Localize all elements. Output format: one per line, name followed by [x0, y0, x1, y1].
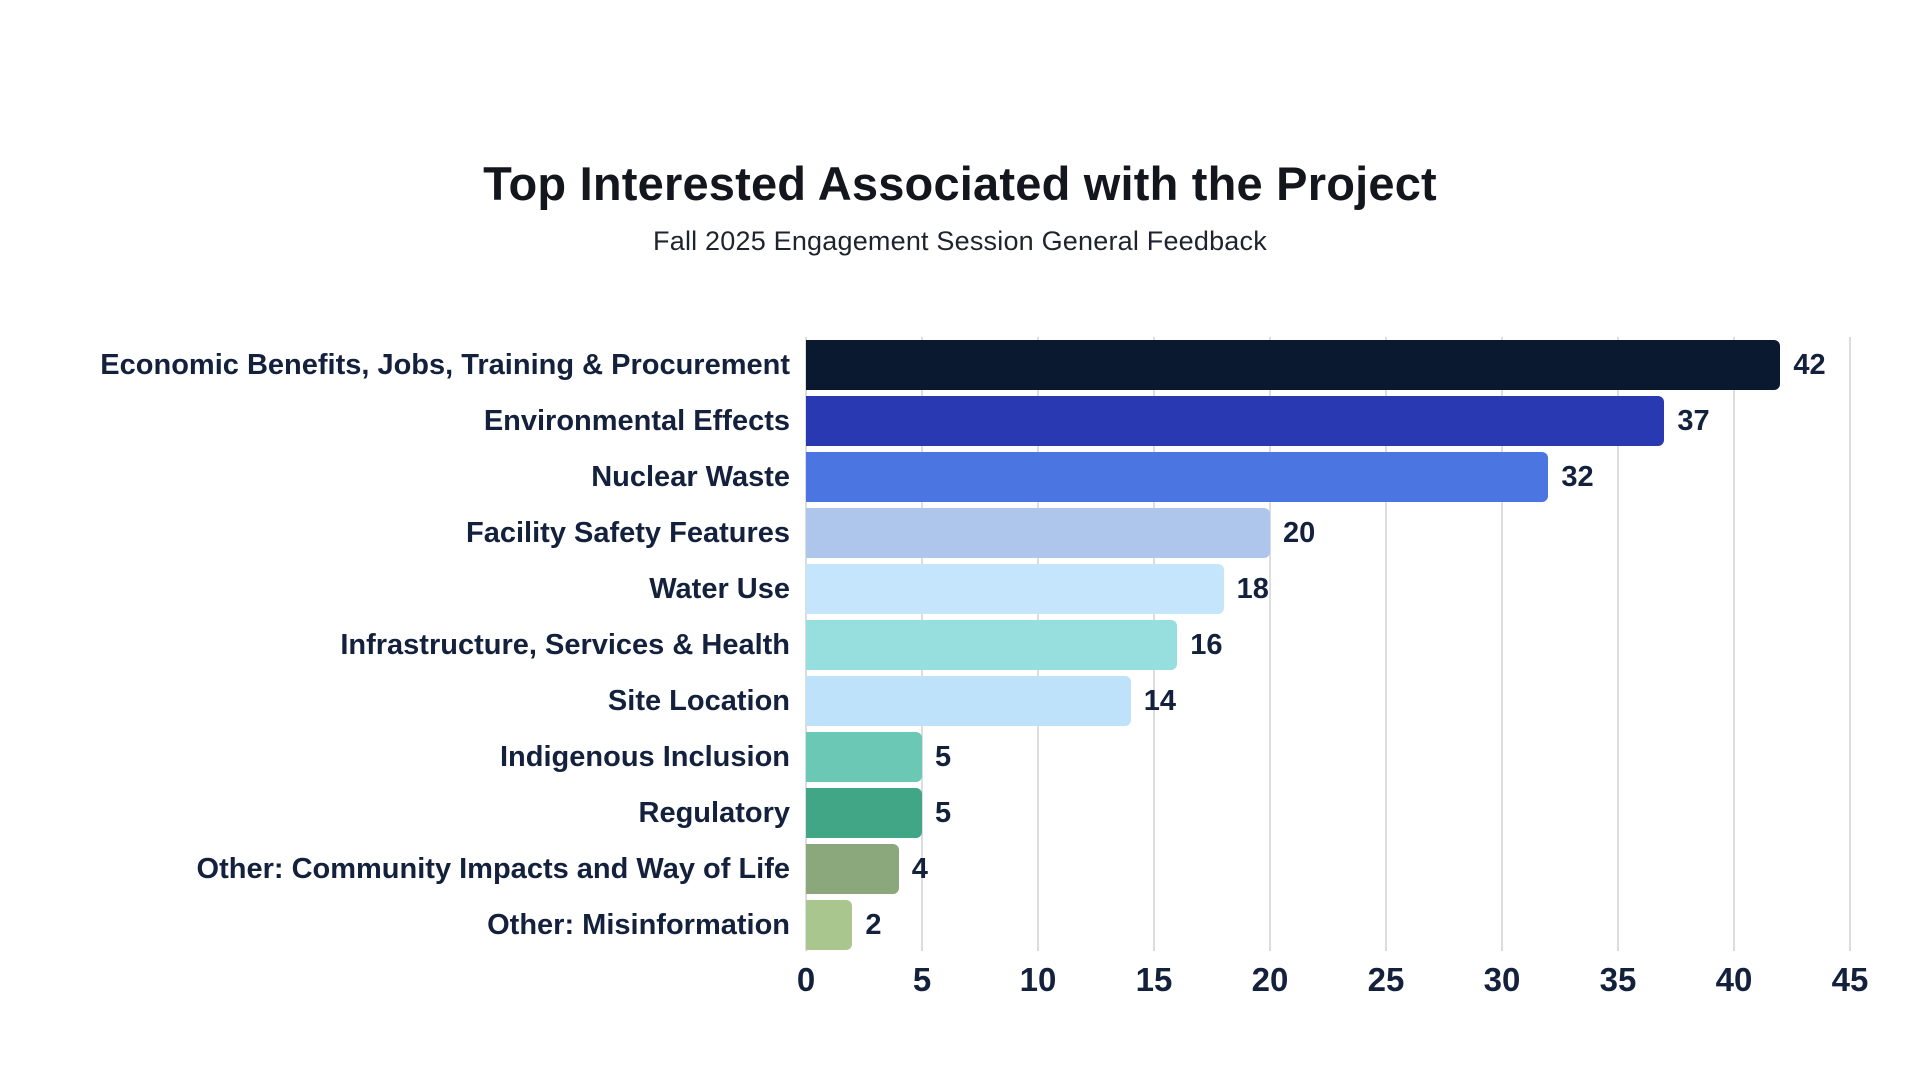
category-label: Nuclear Waste	[591, 460, 790, 493]
value-label: 37	[1677, 404, 1710, 437]
category-label: Other: Community Impacts and Way of Life	[196, 852, 790, 885]
bar-track: 2	[806, 900, 1850, 950]
x-tick-label: 5	[912, 961, 932, 998]
bar-row: Economic Benefits, Jobs, Training & Proc…	[34, 337, 1866, 393]
x-tick-label: 10	[1019, 961, 1057, 998]
bar	[806, 396, 1665, 446]
value-label: 16	[1190, 628, 1223, 661]
category-label: Infrastructure, Services & Health	[340, 628, 790, 661]
bar-row: Other: Misinformation 2	[34, 897, 1866, 953]
value-label: 4	[911, 852, 928, 885]
bar-track: 20	[806, 508, 1850, 558]
bar	[806, 676, 1131, 726]
bar-rows: Economic Benefits, Jobs, Training & Proc…	[34, 337, 1866, 953]
bar	[806, 508, 1270, 558]
value-label: 18	[1236, 572, 1269, 605]
gridline	[1733, 337, 1735, 951]
gridline	[1385, 337, 1387, 951]
category-label: Water Use	[649, 572, 790, 605]
x-tick-label: 0	[796, 961, 816, 998]
bar-row: Other: Community Impacts and Way of Life…	[34, 841, 1866, 897]
x-tick-label: 30	[1483, 961, 1521, 998]
bar-track: 5	[806, 788, 1850, 838]
bar-chart: Economic Benefits, Jobs, Training & Proc…	[34, 337, 1868, 998]
value-label: 2	[865, 908, 882, 941]
x-tick-label: 20	[1251, 961, 1289, 998]
value-label: 5	[935, 796, 952, 829]
value-label: 5	[935, 740, 952, 773]
value-label: 20	[1283, 516, 1316, 549]
value-label: 42	[1793, 348, 1826, 381]
value-label: 14	[1143, 684, 1177, 717]
bar-track: 32	[806, 452, 1850, 502]
category-label: Economic Benefits, Jobs, Training & Proc…	[100, 348, 790, 381]
category-label: Facility Safety Features	[466, 516, 790, 549]
x-tick-label: 25	[1367, 961, 1405, 998]
bar-row: Infrastructure, Services & Health 16	[34, 617, 1866, 673]
bar-track: 42	[806, 340, 1850, 390]
x-tick-label: 45	[1831, 961, 1869, 998]
category-label: Indigenous Inclusion	[500, 740, 790, 773]
value-label: 32	[1561, 460, 1594, 493]
bar-row: Site Location 14	[34, 673, 1866, 729]
x-tick-label: 15	[1135, 961, 1173, 998]
category-label: Other: Misinformation	[487, 908, 790, 941]
bar	[806, 452, 1549, 502]
bar-track: 5	[806, 732, 1850, 782]
bar-row: Facility Safety Features 20	[34, 505, 1866, 561]
bar-track: 16	[806, 620, 1850, 670]
bar-row: Regulatory 5	[34, 785, 1866, 841]
bar-row: Nuclear Waste 32	[34, 449, 1866, 505]
bar-track: 18	[806, 564, 1850, 614]
gridline	[1501, 337, 1503, 951]
gridline	[1269, 337, 1271, 951]
chart-header: Top Interested Associated with the Proje…	[0, 158, 1920, 257]
bar	[806, 732, 922, 782]
bar-row: Water Use 18	[34, 561, 1866, 617]
gridline	[1617, 337, 1619, 951]
bar	[806, 340, 1781, 390]
bar	[806, 564, 1224, 614]
x-tick-label: 40	[1715, 961, 1753, 998]
bar-track: 14	[806, 676, 1850, 726]
bar	[806, 620, 1178, 670]
chart-title: Top Interested Associated with the Proje…	[483, 157, 1437, 210]
x-axis: 0 5 10 15 20 25 30 35 40 45	[797, 961, 1869, 1015]
chart-subtitle: Fall 2025 Engagement Session General Fee…	[653, 225, 1267, 256]
bar	[806, 844, 899, 894]
bar-row: Environmental Effects 37	[34, 393, 1866, 449]
category-label: Site Location	[607, 684, 790, 717]
category-label: Environmental Effects	[483, 404, 790, 437]
bar-track: 4	[806, 844, 1850, 894]
category-label: Regulatory	[638, 796, 790, 829]
bar	[806, 900, 853, 950]
gridline	[1849, 337, 1851, 951]
bar	[806, 788, 922, 838]
bar-track: 37	[806, 396, 1850, 446]
x-tick-label: 35	[1599, 961, 1637, 998]
bar-row: Indigenous Inclusion 5	[34, 729, 1866, 785]
